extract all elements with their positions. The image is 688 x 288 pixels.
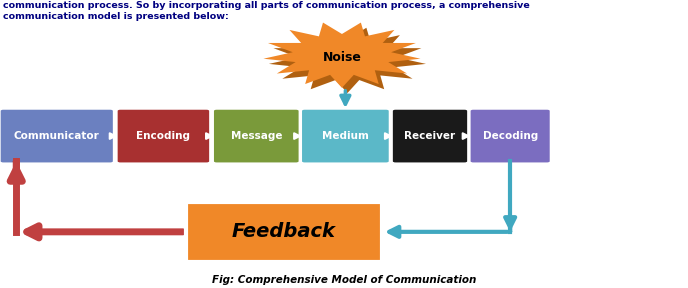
FancyBboxPatch shape	[214, 110, 299, 162]
Text: Fig: Comprehensive Model of Communication: Fig: Comprehensive Model of Communicatio…	[212, 275, 476, 285]
Text: Receiver: Receiver	[405, 131, 455, 141]
Text: Feedback: Feedback	[232, 222, 336, 241]
Text: Communicator: Communicator	[14, 131, 100, 141]
Text: Medium: Medium	[322, 131, 369, 141]
Text: communication process. So by incorporating all parts of communication process, a: communication process. So by incorporati…	[3, 1, 530, 21]
Text: Encoding: Encoding	[136, 131, 191, 141]
PathPatch shape	[264, 22, 420, 88]
Text: Decoding: Decoding	[482, 131, 538, 141]
FancyBboxPatch shape	[118, 110, 209, 162]
FancyBboxPatch shape	[302, 110, 389, 162]
FancyBboxPatch shape	[471, 110, 550, 162]
FancyBboxPatch shape	[186, 202, 382, 262]
Text: Message: Message	[230, 131, 282, 141]
FancyBboxPatch shape	[1, 110, 113, 162]
FancyBboxPatch shape	[393, 110, 467, 162]
Text: Noise: Noise	[323, 51, 361, 64]
PathPatch shape	[269, 28, 426, 93]
